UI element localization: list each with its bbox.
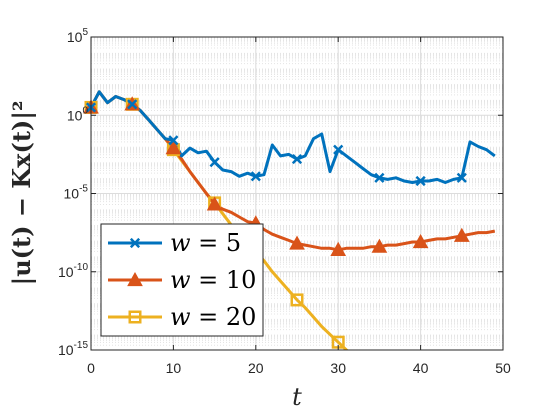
data-point-marker	[330, 241, 347, 256]
x-tick-label: 50	[495, 360, 511, 376]
y-tick-label: 10-10	[58, 262, 88, 280]
legend-label: w = 10	[170, 266, 256, 294]
marker-stroke	[129, 237, 141, 249]
y-tick-labels: 105 100 10-5 10-10 10-15	[58, 27, 88, 358]
data-point-marker	[290, 293, 304, 307]
x-tick-label: 30	[330, 360, 346, 376]
data-point-marker	[250, 171, 261, 182]
legend-entry: w = 10	[108, 266, 256, 294]
series-line	[91, 90, 496, 184]
marker-stroke	[291, 153, 303, 165]
y-axis-label: |u(t) − Kx(t)|²	[7, 100, 36, 285]
x-tick-label: 0	[87, 360, 95, 376]
y-tick-label: 100	[67, 105, 89, 123]
axis-ticks	[90, 36, 504, 351]
legend-marker	[128, 310, 142, 324]
marker-stroke	[250, 171, 261, 182]
x-tick-label: 40	[413, 360, 429, 376]
x-tick-label: 20	[248, 360, 264, 376]
y-tick-label: 10-5	[64, 184, 89, 202]
data-point-marker	[291, 153, 303, 165]
legend-label: w = 20	[170, 303, 256, 331]
legend-marker	[127, 271, 143, 287]
legend-label: w = 5	[170, 229, 241, 257]
x-axis-label: t	[292, 383, 302, 411]
marker-stroke	[127, 99, 138, 110]
x-tick-labels: 0 10 20 30 40 50	[87, 360, 511, 376]
marker-stroke	[456, 172, 467, 183]
data-point-marker	[209, 157, 220, 168]
data-point-marker	[415, 175, 426, 187]
legend-entry: w = 20	[108, 303, 256, 331]
data-point-marker	[412, 233, 429, 249]
data-point-marker	[371, 238, 388, 253]
data-point-marker	[453, 227, 470, 242]
data-point-marker	[333, 144, 344, 155]
data-point-marker	[127, 99, 138, 110]
marker-stroke	[333, 144, 344, 155]
data-point-marker	[165, 140, 182, 155]
legend: w = 5 w = 10 w = 20	[100, 223, 264, 337]
marker-stroke	[374, 172, 385, 183]
legend-marker	[129, 237, 141, 249]
data-point-marker	[289, 235, 305, 250]
data-point-marker	[374, 172, 385, 183]
y-tick-label: 105	[67, 27, 89, 45]
y-tick-label: 10-15	[58, 340, 88, 358]
data-point-marker	[206, 196, 223, 211]
x-tick-label: 10	[166, 360, 182, 376]
legend-entry: w = 5	[108, 229, 241, 257]
marker-stroke	[168, 135, 179, 146]
data-point-marker	[456, 172, 467, 183]
data-point-marker	[168, 135, 179, 146]
marker-stroke	[415, 175, 426, 187]
marker-stroke	[209, 157, 220, 168]
